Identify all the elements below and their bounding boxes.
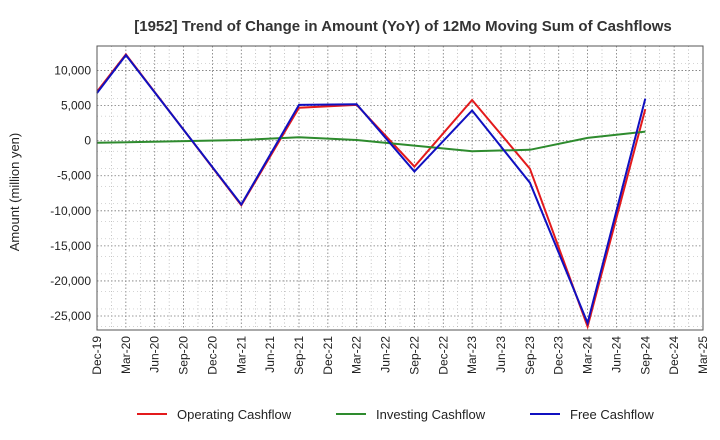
plot-area	[97, 46, 703, 330]
x-tick-label: Jun-23	[494, 336, 508, 373]
x-tick-label: Dec-23	[552, 336, 566, 375]
investing-cashflow-line	[96, 130, 646, 153]
x-tick-label: Sep-23	[523, 336, 537, 375]
x-tick-label: Jun-20	[148, 336, 162, 373]
plot-border	[96, 45, 704, 331]
grid-lines	[96, 46, 704, 330]
y-tick-label: -20,000	[50, 274, 91, 288]
plot-frame	[96, 45, 704, 331]
x-tick-label: Dec-19	[90, 336, 104, 375]
x-tick-label: Sep-21	[292, 336, 306, 375]
x-tick-label: Dec-24	[667, 336, 681, 375]
y-tick-label: 0	[84, 134, 91, 148]
x-tick-label: Dec-20	[205, 336, 219, 375]
x-tick-label: Jun-24	[609, 336, 623, 373]
x-tick-label: Dec-21	[321, 336, 335, 375]
y-tick-label: 5,000	[61, 99, 91, 113]
free-cashflow-line	[96, 53, 647, 327]
x-tick-label: Mar-20	[119, 336, 133, 374]
legend-label: Investing Cashflow	[376, 407, 486, 422]
x-tick-labels: Dec-19 Mar-20 Jun-20 Sep-20 Dec-20 Mar-21 Jun-…	[90, 336, 710, 375]
plot-background	[97, 46, 703, 330]
y-tick-label: -10,000	[50, 204, 91, 218]
x-tick-label: Mar-22	[350, 336, 364, 374]
y-tick-label: -25,000	[50, 309, 91, 323]
x-tick-label: Sep-22	[407, 336, 421, 375]
legend-label: Operating Cashflow	[177, 407, 292, 422]
y-tick-label: 10,000	[54, 64, 91, 78]
x-tick-label: Jun-22	[379, 336, 393, 373]
x-tick-label: Mar-25	[696, 336, 710, 374]
x-tick-label: Jun-21	[263, 336, 277, 373]
x-tick-label: Sep-20	[177, 336, 191, 375]
y-tick-labels: 10,000 5,000 0 -5,000 -10,000 -15,000 -20,000 -…	[50, 64, 91, 323]
y-axis-label: Amount (million yen)	[7, 133, 22, 252]
x-tick-label: Mar-21	[234, 336, 248, 374]
x-tick-label: Mar-24	[581, 336, 595, 374]
y-tick-label: -5,000	[57, 169, 91, 183]
series-lines	[96, 52, 647, 330]
x-tick-label: Mar-23	[465, 336, 479, 374]
chart-title: [1952] Trend of Change in Amount (YoY) o…	[134, 18, 672, 35]
x-tick-label: Dec-22	[436, 336, 450, 375]
legend: Operating Cashflow Investing Cashflow Free…	[137, 407, 654, 422]
x-tick-label: Sep-24	[638, 336, 652, 375]
legend-label: Free Cashflow	[570, 407, 654, 422]
y-tick-label: -15,000	[50, 239, 91, 253]
